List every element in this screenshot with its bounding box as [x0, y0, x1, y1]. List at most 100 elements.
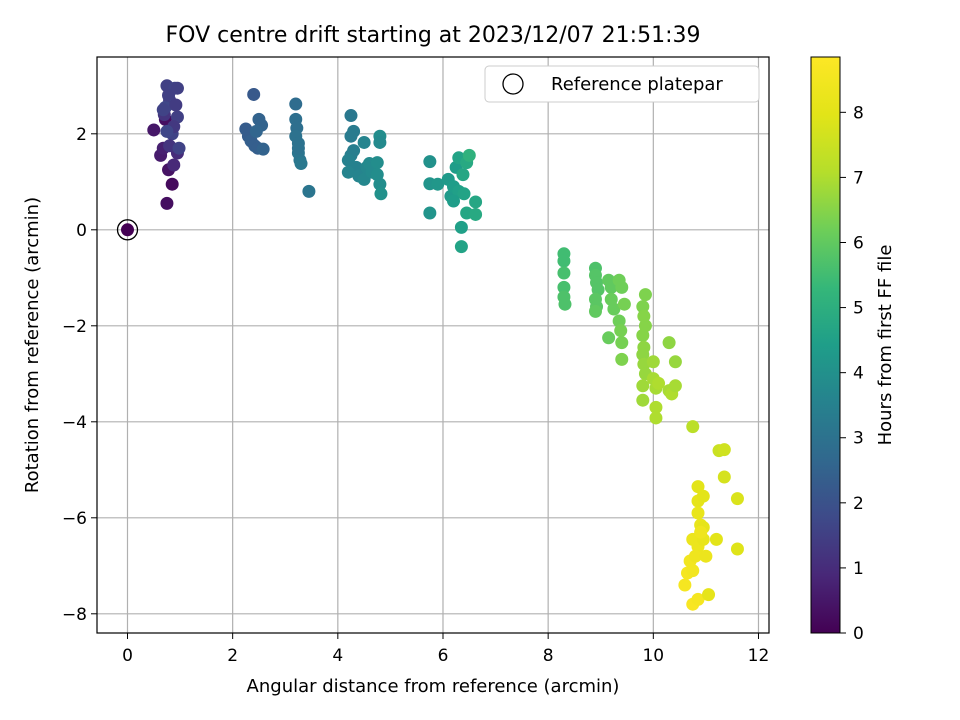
data-point: [709, 532, 723, 546]
data-point: [454, 220, 468, 234]
x-tick-label: 4: [332, 646, 343, 666]
data-point: [447, 194, 461, 208]
colorbar-tick-label: 1: [853, 559, 864, 579]
plot-frame: [96, 56, 770, 634]
data-point: [423, 206, 437, 220]
data-point: [469, 207, 483, 221]
legend-marker-icon: [502, 73, 524, 95]
data-point: [617, 297, 631, 311]
y-tick-label: −4: [62, 413, 87, 433]
data-point: [456, 168, 470, 182]
data-point: [558, 297, 572, 311]
data-point: [289, 97, 303, 111]
data-point: [694, 525, 708, 539]
data-point: [294, 157, 308, 171]
data-point: [614, 324, 628, 338]
y-axis-label: Rotation from reference (arcmin): [22, 197, 43, 493]
data-point: [147, 123, 161, 137]
colorbar-tick-label: 5: [853, 299, 864, 319]
data-point: [423, 155, 437, 169]
y-tick-label: 2: [76, 125, 87, 145]
data-point: [678, 578, 692, 592]
data-point: [588, 304, 602, 318]
scatter-points: [147, 79, 744, 611]
data-point: [165, 177, 179, 191]
data-point: [249, 124, 263, 138]
data-point: [341, 165, 355, 179]
colorbar: 0 1 2 3 4 5 6 7 8 Hours from first FF file: [810, 56, 896, 644]
x-tick-label: 12: [748, 646, 770, 666]
y-axis-ticks: −8 −6 −4 −2 0 2: [62, 125, 97, 625]
data-point: [170, 81, 184, 95]
reference-ring: [116, 219, 139, 241]
x-axis-label: Angular distance from reference (arcmin): [247, 676, 620, 697]
legend-box: [484, 65, 760, 103]
data-point: [454, 240, 468, 254]
data-point: [607, 302, 621, 316]
data-point: [717, 470, 731, 484]
data-point: [431, 177, 445, 191]
data-point: [302, 184, 316, 198]
data-point: [615, 352, 629, 366]
data-point: [557, 254, 571, 268]
data-point: [668, 379, 682, 393]
data-point: [638, 288, 652, 302]
colorbar-tick-label: 8: [853, 103, 864, 123]
data-point: [691, 480, 705, 494]
data-point: [686, 564, 700, 578]
colorbar-tick-label: 7: [853, 168, 864, 188]
data-point: [162, 88, 176, 102]
data-point: [357, 135, 371, 149]
data-point: [160, 196, 174, 210]
data-point: [156, 103, 170, 117]
data-point: [636, 300, 650, 314]
data-point: [636, 348, 650, 362]
colorbar-tick-label: 4: [853, 364, 864, 384]
x-tick-label: 6: [438, 646, 449, 666]
data-point: [167, 158, 181, 172]
reference-point: [120, 223, 134, 237]
data-point: [462, 148, 476, 162]
colorbar-tick-label: 2: [853, 494, 864, 514]
data-point: [291, 141, 305, 155]
data-point: [172, 141, 186, 155]
colorbar-ticks: 0 1 2 3 4 5 6 7 8: [840, 103, 864, 644]
y-tick-label: −2: [62, 317, 87, 337]
data-point: [612, 314, 626, 328]
data-point: [646, 355, 660, 369]
data-point: [344, 129, 358, 143]
data-point: [636, 379, 650, 393]
data-point: [637, 309, 651, 323]
data-point: [160, 124, 174, 138]
data-point: [686, 420, 700, 434]
data-point: [602, 331, 616, 345]
colorbar-tick-label: 0: [853, 624, 864, 644]
y-tick-label: 0: [76, 221, 87, 241]
data-point: [169, 98, 183, 112]
reference-marker: [116, 219, 139, 241]
colorbar-label: Hours from first FF file: [875, 245, 896, 446]
data-point: [652, 376, 666, 390]
data-point: [457, 187, 471, 201]
data-point: [615, 280, 629, 294]
data-point: [370, 156, 384, 170]
data-point: [374, 187, 388, 201]
colorbar-tick-label: 6: [853, 233, 864, 253]
data-point: [636, 393, 650, 407]
y-tick-label: −8: [62, 605, 87, 625]
data-point: [256, 142, 270, 156]
colorbar-gradient: [810, 56, 841, 634]
data-point: [649, 400, 663, 414]
legend-label: Reference platepar: [551, 74, 723, 95]
data-point: [469, 195, 483, 209]
data-point: [373, 135, 387, 149]
data-point: [247, 87, 261, 101]
data-point: [662, 336, 676, 350]
data-point: [649, 411, 663, 425]
data-point: [636, 328, 650, 342]
data-point: [717, 443, 731, 457]
data-point: [344, 109, 358, 123]
data-point: [702, 588, 716, 602]
x-tick-label: 10: [642, 646, 664, 666]
x-axis-ticks: 0 2 4 6 8 10 12: [122, 633, 769, 666]
